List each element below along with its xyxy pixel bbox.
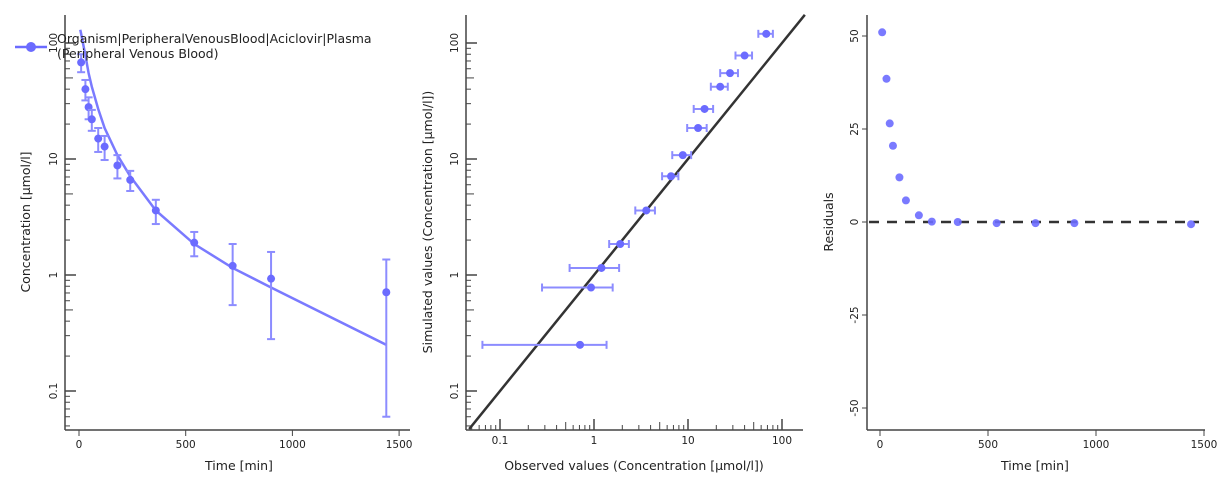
obs-vs-sim-point [587,283,596,292]
observed-point [100,142,109,151]
y-axis-label: Simulated values (Concentration [µmol/l]… [420,91,435,354]
x-tick-label: 1000 [279,439,306,451]
observed-point [81,85,90,94]
observed-point [94,134,103,143]
observed-point [382,288,391,297]
obs-vs-sim-point [726,69,735,78]
residual-point [927,217,936,226]
residual-point [914,211,923,220]
x-tick-label: 1500 [1191,439,1218,451]
residual-point [1031,219,1040,228]
x-tick-label: 1500 [386,439,413,451]
residual-point [1070,219,1079,228]
simulated-line [79,29,387,346]
x-axis-label: Time [min] [1000,458,1069,473]
residual-point [992,219,1001,228]
observed-point [77,58,86,67]
y-tick-label: 25 [849,122,861,135]
obs-vs-sim-point [678,151,687,160]
residual-point [1187,220,1196,229]
x-tick-label: 500 [978,439,998,451]
legend-label: Organism|PeripheralVenousBlood|Aciclovir… [57,31,372,46]
observed-point [190,238,199,247]
obs-vs-sim-point [740,51,749,60]
legend-label-sub: (Peripheral Venous Blood) [57,46,219,61]
y-tick-label: 10 [48,152,60,165]
obs-vs-sim-point [576,340,585,349]
y-tick-label: 0.1 [449,383,461,400]
x-axis-label: Time [min] [204,458,273,473]
obs-vs-sim-point [642,206,651,215]
observed-point [87,115,96,124]
x-tick-label: 500 [176,439,196,451]
x-tick-label: 0 [76,439,83,451]
observed-point [126,175,135,184]
x-axis-label: Observed values (Concentration [µmol/l]) [504,458,764,473]
y-tick-label: 1 [449,272,461,279]
residual-point [882,74,891,83]
obs-vs-sim-point [667,172,676,181]
obs-vs-sim-point [597,263,606,272]
observed-point [151,206,160,215]
y-axis-label: Concentration [µmol/l] [18,151,33,292]
legend-marker-icon [15,42,47,52]
x-tick-label: 0.1 [492,435,509,447]
observed-point [113,161,122,170]
y-tick-label: 10 [449,152,461,165]
obs-vs-sim-point [762,29,771,38]
x-tick-label: 0 [877,439,884,451]
y-tick-label: 100 [48,33,60,53]
residual-point [888,141,897,150]
y-tick-label: -50 [849,399,861,416]
residual-point [895,173,904,182]
observed-point [228,261,237,270]
y-tick-label: 0 [849,219,861,226]
obs-vs-sim-point [700,104,709,113]
obs-vs-sim-point [716,82,725,91]
obs-vs-sim-point [616,240,625,249]
x-tick-label: 1 [591,435,598,447]
residual-point [901,196,910,205]
y-tick-label: 100 [449,33,461,53]
residual-point [953,218,962,226]
x-tick-label: 10 [681,435,694,447]
obs-vs-sim-point [694,124,703,133]
y-tick-label: 0.1 [48,383,60,400]
residual-point [878,28,887,37]
y-tick-label: 50 [849,29,861,42]
x-tick-label: 1000 [1083,439,1110,451]
identity-line [468,14,806,430]
y-axis-label: Residuals [821,192,836,251]
residual-point [885,119,894,128]
x-tick-label: 100 [772,435,792,447]
y-tick-label: 1 [48,272,60,279]
observed-point [267,274,276,283]
y-tick-label: -25 [849,306,861,323]
